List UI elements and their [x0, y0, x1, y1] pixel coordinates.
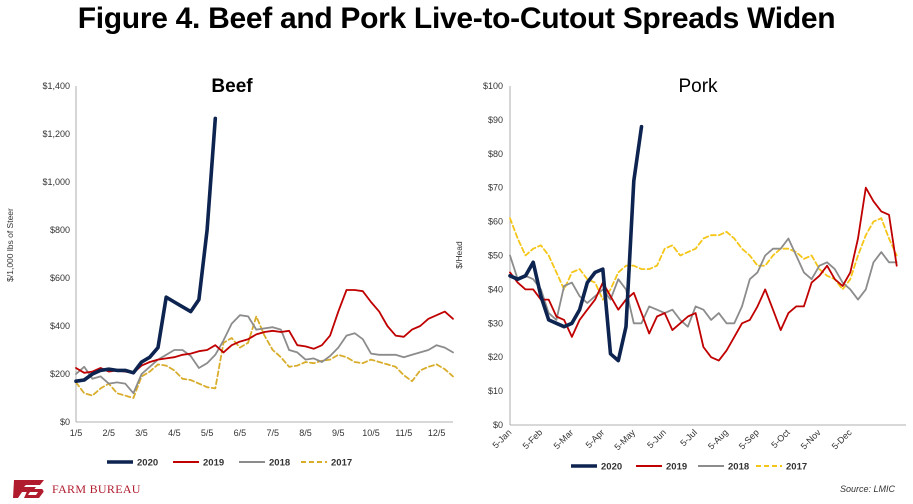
- farm-bureau-logo-text: FARM BUREAU: [52, 481, 141, 496]
- beef-y-tick-label: $200: [50, 369, 70, 379]
- beef-x-tick-label: 4/5: [168, 428, 181, 438]
- farm-bureau-logo-icon: [13, 480, 44, 498]
- pork-x-tick-label: 5-May: [612, 427, 637, 452]
- pork-series-2018-line: [509, 237, 898, 328]
- beef-panel-title: Beef: [211, 76, 253, 97]
- beef-y-tick-label: $1,000: [42, 177, 70, 187]
- pork-legend-label-2020: 2020: [601, 462, 622, 473]
- pork-y-tick-label: $80: [488, 149, 503, 159]
- pork-panel-title: Pork: [678, 76, 718, 97]
- pork-y-tick-label: $90: [488, 115, 503, 125]
- beef-y-tick-label: $1,200: [42, 129, 70, 139]
- pork-x-tick-label: 5-Jul: [678, 427, 699, 448]
- beef-series-2017-line: [75, 315, 454, 399]
- beef-x-tick-label: 2/5: [103, 428, 116, 438]
- pork-legend-label-2017: 2017: [786, 462, 807, 473]
- beef-y-axis-label: $/1,000 lbs of Steer: [5, 208, 15, 282]
- page-title: Figure 4. Beef and Pork Live-to-Cutout S…: [77, 2, 836, 35]
- pork-x-tick-label: 5-Aug: [706, 427, 730, 451]
- farm-bureau-logo: FARM BUREAU: [12, 478, 141, 500]
- pork-x-tick-label: 5-Nov: [799, 427, 823, 451]
- pork-y-tick-label: $60: [488, 217, 503, 227]
- pork-x-tick-label: 5-Sep: [737, 427, 761, 451]
- pork-series-2020-line: [508, 124, 644, 363]
- pork-x-tick-label: 5-Feb: [521, 427, 545, 451]
- beef-y-tick-label: $800: [50, 225, 70, 235]
- beef-x-tick-label: 8/5: [299, 428, 312, 438]
- beef-x-tick-label: 10/5: [362, 428, 380, 438]
- beef-y-tick-label: $600: [50, 273, 70, 283]
- pork-y-tick-label: $40: [488, 284, 503, 294]
- beef-legend-label-2017: 2017: [331, 458, 352, 469]
- pork-x-tick-label: 5-Oct: [769, 427, 792, 450]
- beef-x-tick-label: 6/5: [234, 428, 247, 438]
- beef-series-2018-line: [75, 314, 454, 395]
- beef-y-tick-label: $400: [50, 321, 70, 331]
- pork-y-tick-label: $30: [488, 318, 503, 328]
- beef-x-tick-label: 12/5: [428, 428, 446, 438]
- beef-x-tick-label: 11/5: [395, 428, 412, 438]
- pork-x-tick-label: 5-Dec: [830, 427, 854, 451]
- pork-legend-label-2019: 2019: [666, 462, 687, 473]
- pork-y-tick-label: $100: [483, 81, 503, 91]
- beef-y-tick-label: $0: [60, 417, 70, 427]
- beef-legend-label-2019: 2019: [203, 458, 224, 469]
- pork-x-tick-label: 5-Jun: [645, 427, 668, 450]
- beef-y-tick-label: $1,400: [42, 81, 70, 91]
- beef-series-2020-line: [74, 116, 218, 383]
- pork-x-tick-label: 5-Jan: [490, 427, 513, 450]
- pork-y-tick-label: $70: [488, 183, 503, 193]
- pork-series-2017-line: [509, 217, 898, 301]
- beef-legend-label-2020: 2020: [137, 458, 158, 469]
- beef-x-tick-label: 5/5: [201, 428, 214, 438]
- pork-legend-label-2018: 2018: [728, 462, 749, 473]
- pork-y-tick-label: $50: [488, 251, 503, 261]
- pork-y-tick-label: $0: [493, 420, 503, 430]
- pork-series-2019-line: [509, 186, 898, 362]
- pork-x-tick-label: 5-Apr: [584, 427, 607, 450]
- pork-y-tick-label: $10: [488, 386, 503, 396]
- beef-x-tick-label: 3/5: [135, 428, 148, 438]
- pork-y-tick-label: $20: [488, 352, 503, 362]
- pork-y-axis-label: $/Head: [454, 241, 464, 269]
- beef-x-tick-label: 9/5: [332, 428, 345, 438]
- beef-x-tick-label: 1/5: [70, 428, 83, 438]
- source-note: Source: LMIC: [839, 484, 895, 494]
- beef-series-2019-line: [75, 289, 454, 374]
- beef-x-tick-label: 7/5: [266, 428, 279, 438]
- beef-legend-label-2018: 2018: [269, 458, 290, 469]
- pork-x-tick-label: 5-Mar: [552, 427, 576, 451]
